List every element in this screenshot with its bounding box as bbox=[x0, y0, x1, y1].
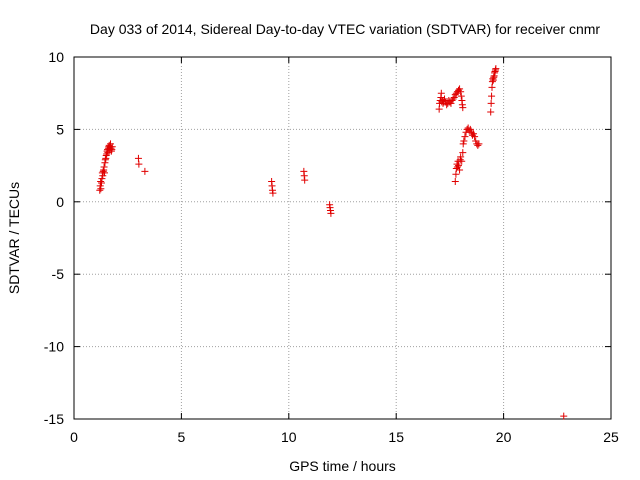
y-tick-label: -15 bbox=[44, 411, 64, 427]
data-point bbox=[459, 104, 467, 112]
data-point bbox=[472, 137, 480, 145]
plot-frame bbox=[73, 56, 612, 420]
data-point bbox=[457, 88, 465, 96]
x-tick-label: 0 bbox=[70, 429, 78, 445]
data-point bbox=[459, 149, 467, 157]
data-point bbox=[441, 95, 449, 103]
data-point bbox=[451, 178, 459, 186]
data-point bbox=[560, 412, 568, 420]
data-point bbox=[269, 189, 277, 197]
data-points bbox=[96, 65, 568, 420]
data-point bbox=[459, 140, 467, 148]
data-point bbox=[474, 141, 482, 149]
data-point bbox=[492, 65, 500, 73]
data-point bbox=[101, 169, 109, 177]
data-point bbox=[487, 99, 495, 107]
data-point bbox=[108, 143, 116, 151]
x-tick-label: 25 bbox=[603, 429, 619, 445]
data-point bbox=[449, 95, 457, 103]
x-axis-title: GPS time / hours bbox=[289, 458, 396, 474]
chart-title: Day 033 of 2014, Sidereal Day-to-day VTE… bbox=[90, 21, 600, 37]
data-point bbox=[443, 101, 451, 109]
x-tick-label: 10 bbox=[281, 429, 297, 445]
data-point bbox=[460, 137, 468, 145]
data-point bbox=[97, 178, 105, 186]
data-point bbox=[461, 133, 469, 141]
data-point bbox=[135, 160, 143, 168]
y-tick-label: 0 bbox=[56, 194, 64, 210]
y-tick-label: 10 bbox=[48, 49, 64, 65]
data-point bbox=[141, 167, 149, 175]
x-tick-label: 15 bbox=[388, 429, 404, 445]
data-point bbox=[475, 140, 483, 148]
y-tick-label: 5 bbox=[56, 121, 64, 137]
x-tick-label: 5 bbox=[178, 429, 186, 445]
data-point bbox=[456, 166, 464, 174]
data-point bbox=[447, 99, 455, 107]
data-point bbox=[457, 153, 465, 161]
axis-ticks: 0 5 10 15 20 25 10 5 0 -5 -10 -15 bbox=[44, 49, 619, 445]
y-tick-label: -5 bbox=[52, 266, 65, 282]
x-tick-label: 20 bbox=[496, 429, 512, 445]
data-point bbox=[457, 92, 465, 100]
data-point bbox=[470, 130, 478, 138]
data-point bbox=[301, 176, 309, 184]
data-point bbox=[454, 162, 462, 170]
data-point bbox=[437, 89, 445, 97]
data-point bbox=[456, 85, 464, 93]
data-point bbox=[97, 185, 105, 193]
y-axis-title: SDTVAR / TECUs bbox=[6, 182, 22, 294]
data-point bbox=[466, 125, 474, 133]
y-tick-label: -10 bbox=[44, 339, 64, 355]
data-point bbox=[450, 94, 458, 102]
data-point bbox=[327, 209, 335, 217]
data-point bbox=[487, 108, 495, 116]
data-point bbox=[471, 133, 479, 141]
data-point bbox=[488, 92, 496, 100]
data-point bbox=[458, 157, 466, 165]
grid bbox=[74, 57, 611, 419]
